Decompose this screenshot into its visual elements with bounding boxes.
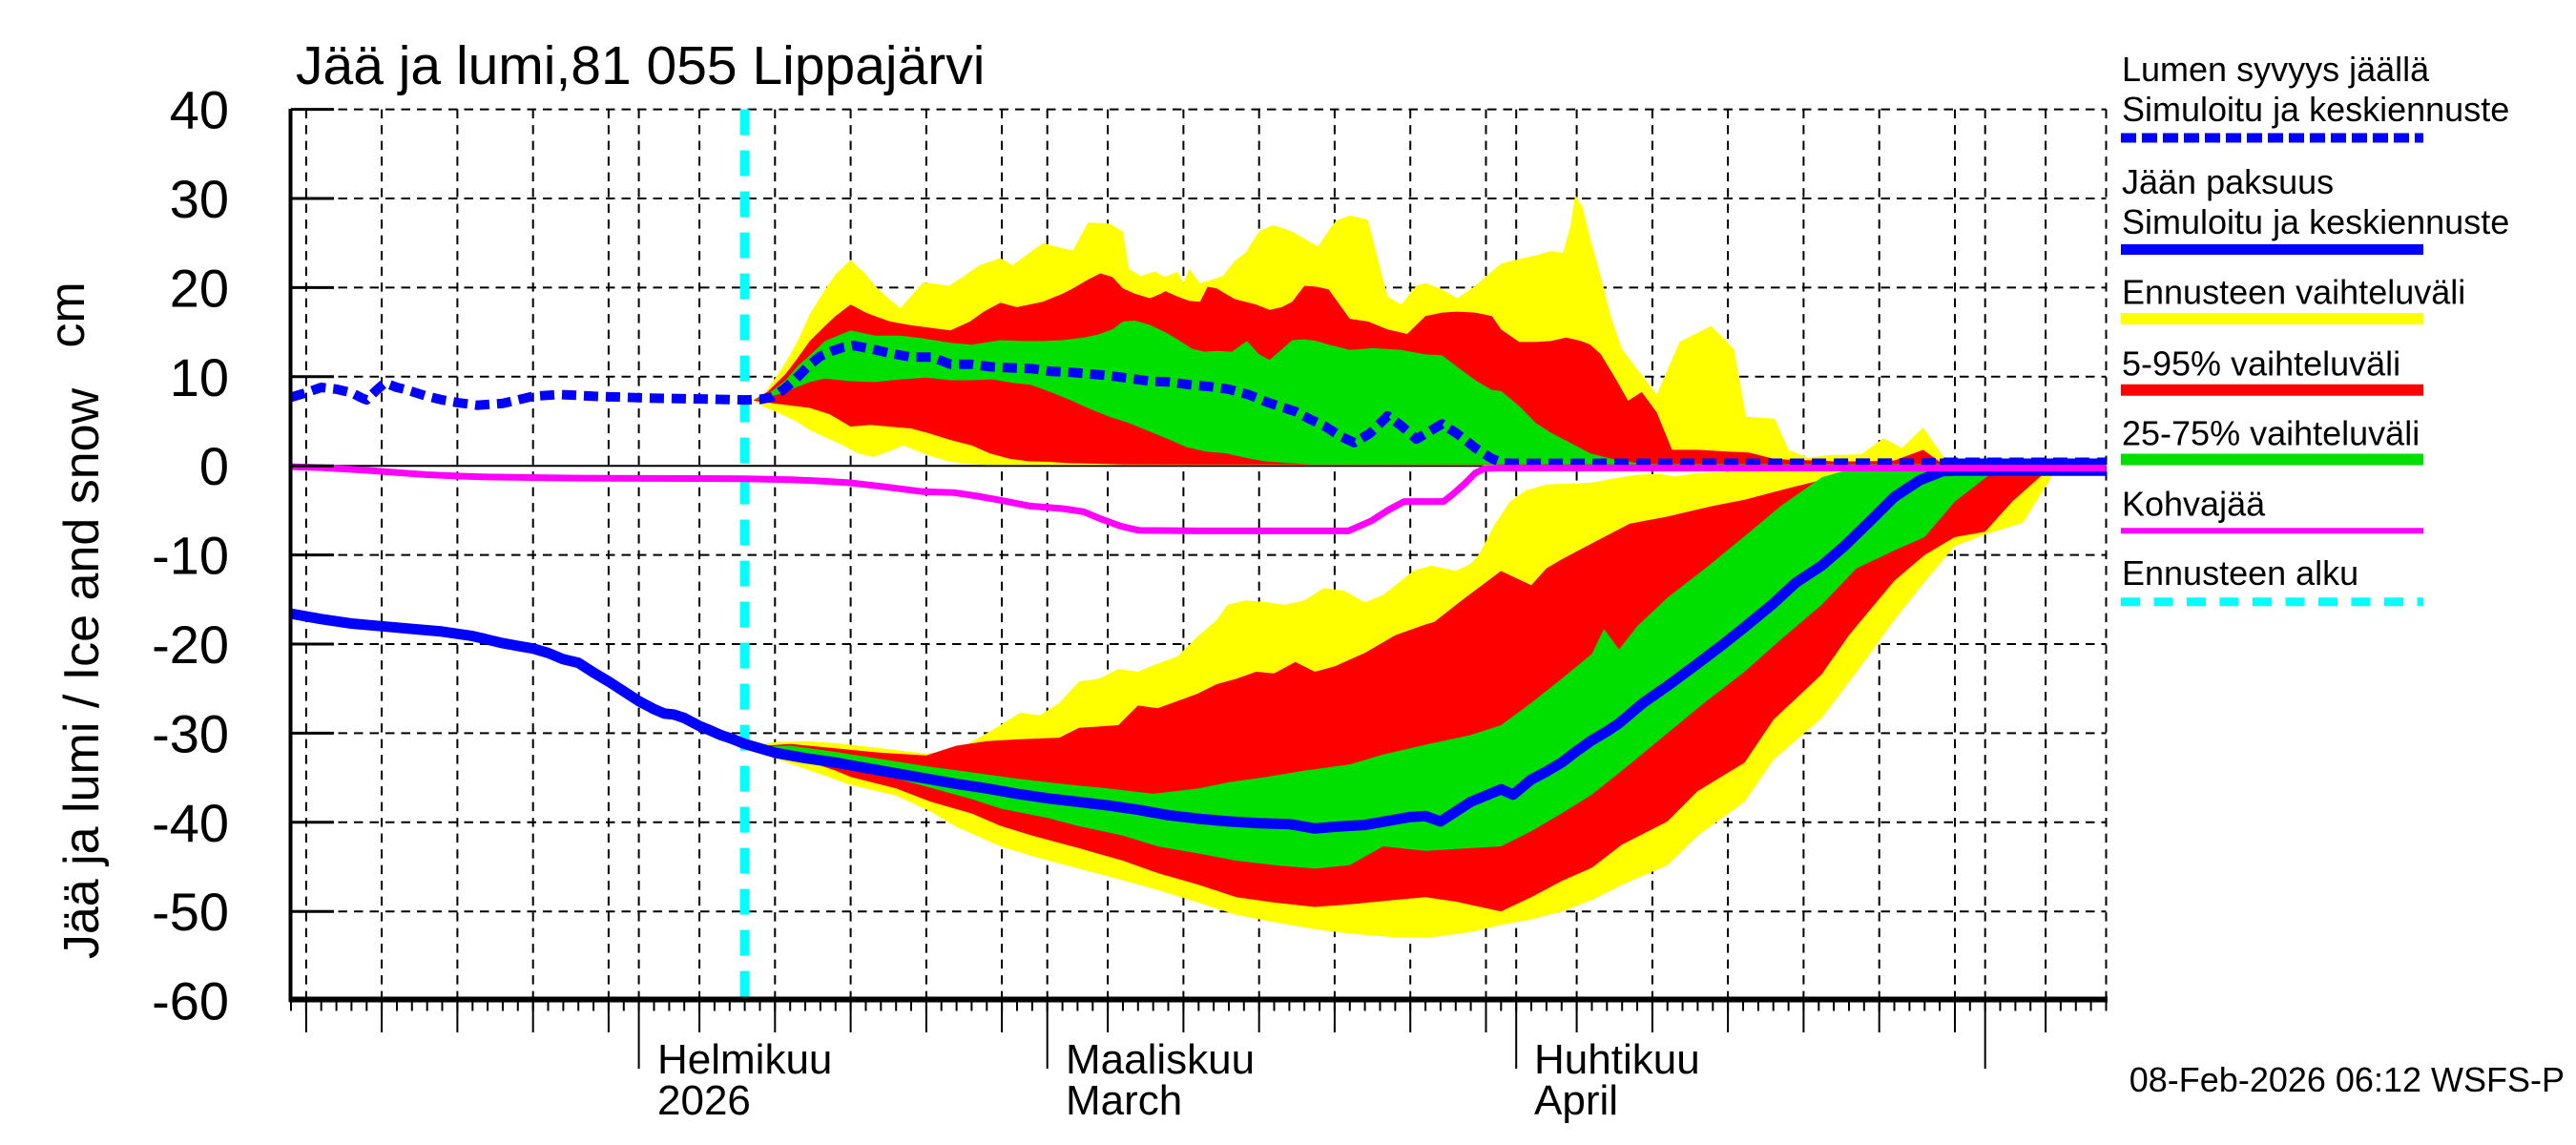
svg-text:Simuloitu ja keskiennuste: Simuloitu ja keskiennuste bbox=[2122, 202, 2509, 241]
svg-text:cm: cm bbox=[40, 281, 95, 347]
svg-text:0: 0 bbox=[199, 436, 229, 496]
svg-text:Simuloitu ja keskiennuste: Simuloitu ja keskiennuste bbox=[2122, 90, 2509, 129]
svg-text:-20: -20 bbox=[152, 614, 229, 675]
svg-text:-10: -10 bbox=[152, 526, 229, 586]
svg-text:Jää ja lumi,81 055 Lippajärvi: Jää ja lumi,81 055 Lippajärvi bbox=[296, 35, 985, 96]
svg-text:Maaliskuu: Maaliskuu bbox=[1066, 1036, 1255, 1083]
svg-text:25-75% vaihteluväli: 25-75% vaihteluväli bbox=[2122, 414, 2420, 453]
svg-text:Jään paksuus: Jään paksuus bbox=[2122, 162, 2334, 201]
svg-text:5-95% vaihteluväli: 5-95% vaihteluväli bbox=[2122, 344, 2400, 383]
svg-text:Helmikuu: Helmikuu bbox=[657, 1036, 832, 1083]
svg-text:08-Feb-2026 06:12 WSFS-P: 08-Feb-2026 06:12 WSFS-P bbox=[2129, 1060, 2565, 1099]
svg-text:20: 20 bbox=[170, 258, 229, 318]
svg-text:2026: 2026 bbox=[657, 1077, 751, 1124]
svg-text:March: March bbox=[1066, 1077, 1182, 1124]
svg-text:Kohvajää: Kohvajää bbox=[2122, 485, 2266, 524]
svg-text:30: 30 bbox=[170, 169, 229, 229]
svg-text:10: 10 bbox=[170, 347, 229, 407]
svg-text:-40: -40 bbox=[152, 793, 229, 853]
svg-text:40: 40 bbox=[170, 80, 229, 140]
svg-text:April: April bbox=[1534, 1077, 1618, 1124]
svg-text:Huhtikuu: Huhtikuu bbox=[1534, 1036, 1700, 1083]
svg-text:-50: -50 bbox=[152, 882, 229, 942]
svg-text:-60: -60 bbox=[152, 971, 229, 1031]
svg-text:Jää ja lumi / Ice and snow: Jää ja lumi / Ice and snow bbox=[54, 387, 110, 959]
svg-text:-30: -30 bbox=[152, 703, 229, 763]
svg-text:Ennusteen alku: Ennusteen alku bbox=[2122, 553, 2358, 593]
svg-text:Lumen syvyys jäällä: Lumen syvyys jäällä bbox=[2122, 50, 2430, 89]
svg-text:Ennusteen vaihteluväli: Ennusteen vaihteluväli bbox=[2122, 273, 2465, 312]
